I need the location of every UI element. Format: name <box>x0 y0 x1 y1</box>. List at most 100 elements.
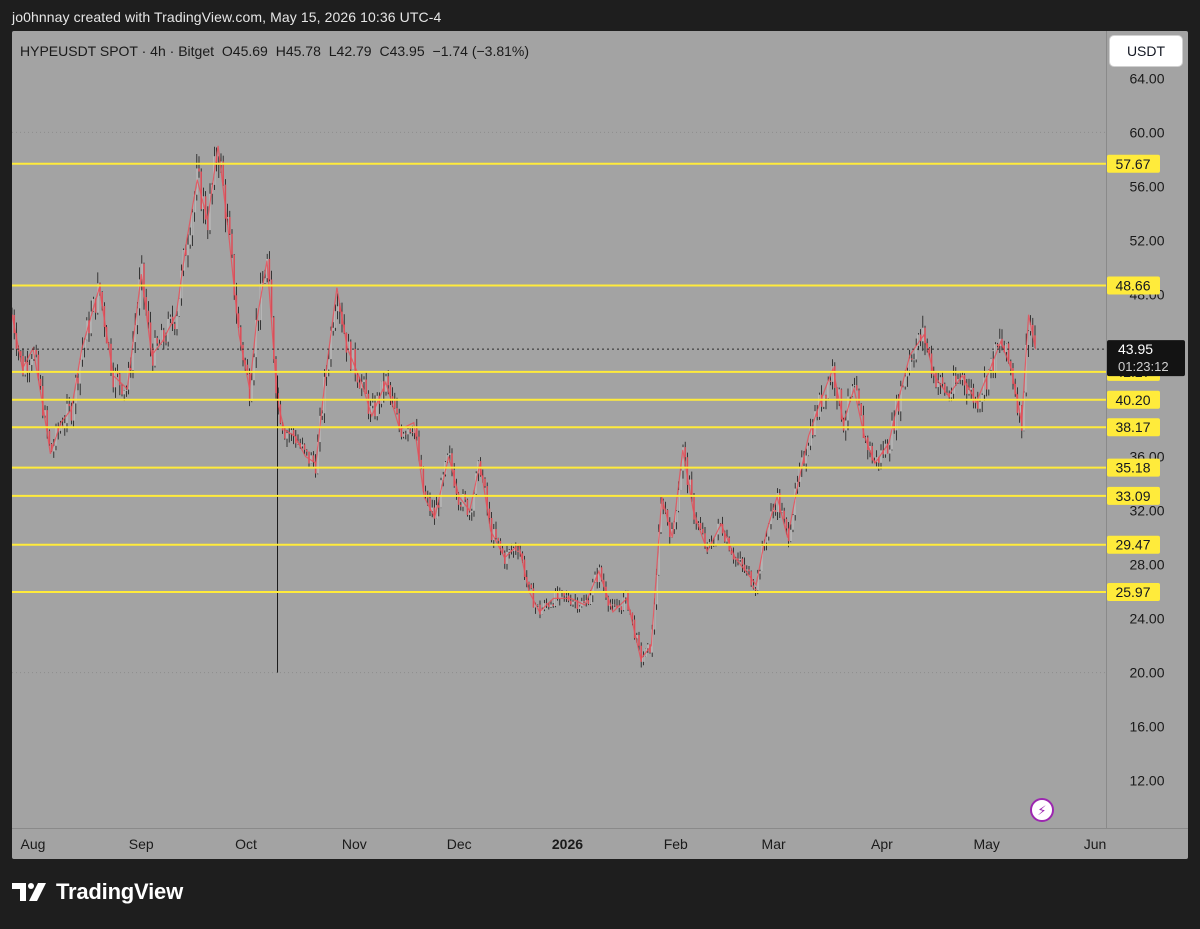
candle-body <box>660 503 662 533</box>
time-axis-separator <box>12 828 1188 829</box>
level-label-bg <box>1107 583 1160 602</box>
candle-body <box>50 443 53 452</box>
candle-body <box>158 343 161 345</box>
candle-body <box>836 387 838 400</box>
candle-body <box>990 358 992 370</box>
candle-body <box>556 591 559 599</box>
candle-body <box>545 603 548 605</box>
candle-body <box>416 428 418 437</box>
y-tick-label: 56.00 <box>1129 178 1164 194</box>
lightning-bolt-icon[interactable]: ⚡ <box>1030 798 1054 822</box>
candle-body <box>985 377 988 390</box>
candle-body <box>471 510 473 513</box>
candle-body <box>61 425 64 427</box>
candle-body <box>121 385 123 395</box>
x-tick-label: Oct <box>235 836 257 852</box>
x-tick-label: Jun <box>1084 836 1107 852</box>
candle-body <box>358 382 361 389</box>
x-tick-label: 2026 <box>552 836 583 852</box>
candle-body <box>1003 345 1005 353</box>
candle-body <box>559 590 561 599</box>
candle-body <box>970 387 972 390</box>
y-tick-label: 24.00 <box>1129 611 1164 627</box>
candle-body <box>231 233 233 255</box>
candle-body <box>897 398 900 412</box>
candle-body <box>490 517 493 541</box>
candle-body <box>785 518 788 529</box>
legend-open: O45.69 <box>221 43 268 59</box>
candle-body <box>488 508 491 518</box>
candle-body <box>321 413 323 416</box>
candle-body <box>332 327 334 331</box>
candle-body <box>123 390 125 395</box>
candle-body <box>675 510 678 523</box>
candle-body <box>915 345 917 360</box>
candle-body <box>534 604 537 608</box>
candle-body <box>501 548 504 553</box>
candle-body <box>497 538 499 541</box>
chart-pane[interactable]: 64.0060.0056.0052.0048.0036.0032.0028.00… <box>12 31 1188 859</box>
candle-body <box>407 429 409 435</box>
candle-body <box>858 390 860 404</box>
candle-body <box>83 339 86 348</box>
candle-body <box>759 571 761 574</box>
candle-body <box>15 333 18 349</box>
candle-body <box>636 635 638 639</box>
candle-body <box>288 433 290 434</box>
candle-body <box>369 405 372 414</box>
candle-body <box>136 308 139 326</box>
candle-body <box>200 171 202 210</box>
candle-body <box>869 446 871 451</box>
candle-body <box>809 427 812 446</box>
candle-body <box>543 603 546 610</box>
candle-body <box>44 410 46 416</box>
candle-body <box>132 342 134 371</box>
candle-body <box>891 420 893 450</box>
level-label-bg <box>1107 154 1160 173</box>
candle-body <box>438 505 440 508</box>
candle-body <box>1025 344 1027 393</box>
candle-body <box>35 349 37 355</box>
candle-body <box>46 410 48 431</box>
candle-body <box>409 429 411 433</box>
candle-body <box>875 457 878 463</box>
candle-body <box>726 537 728 542</box>
candle-body <box>473 493 475 511</box>
candle-body <box>655 574 658 605</box>
candle-body <box>141 263 143 280</box>
candle-body <box>924 327 926 344</box>
y-tick-label: 20.00 <box>1129 665 1164 681</box>
candle-body <box>737 558 739 560</box>
candle-body <box>394 399 396 409</box>
candle-body <box>908 358 911 371</box>
candle-body <box>270 279 273 318</box>
currency-button[interactable]: USDT <box>1109 35 1183 67</box>
candle-body <box>825 395 827 399</box>
candle-body <box>1032 324 1034 336</box>
candle-body <box>68 403 70 407</box>
candle-body <box>90 311 92 334</box>
candle-body <box>662 503 664 510</box>
candle-body <box>149 322 152 348</box>
level-label-bg <box>1107 458 1160 477</box>
candle-body <box>748 569 750 572</box>
candle-body <box>508 550 510 552</box>
candle-body <box>911 358 913 360</box>
candle-body <box>906 370 909 377</box>
candle-body <box>257 320 260 321</box>
candle-body <box>446 454 449 462</box>
x-tick-label: Dec <box>447 836 472 852</box>
candle-body <box>418 436 420 460</box>
legend-symbol: HYPEUSDT SPOT · 4h · Bitget <box>20 43 214 59</box>
candle-body <box>765 536 768 543</box>
candle-body <box>517 550 519 553</box>
price-chart[interactable]: 64.0060.0056.0052.0048.0036.0032.0028.00… <box>12 31 1188 859</box>
candle-body <box>814 411 816 436</box>
y-tick-label: 12.00 <box>1129 773 1164 789</box>
candle-body <box>411 432 414 433</box>
y-tick-label: 64.00 <box>1129 70 1164 86</box>
candle-body <box>1023 392 1025 431</box>
candle-body <box>871 446 873 461</box>
candle-body <box>424 491 427 497</box>
candle-body <box>537 604 539 606</box>
